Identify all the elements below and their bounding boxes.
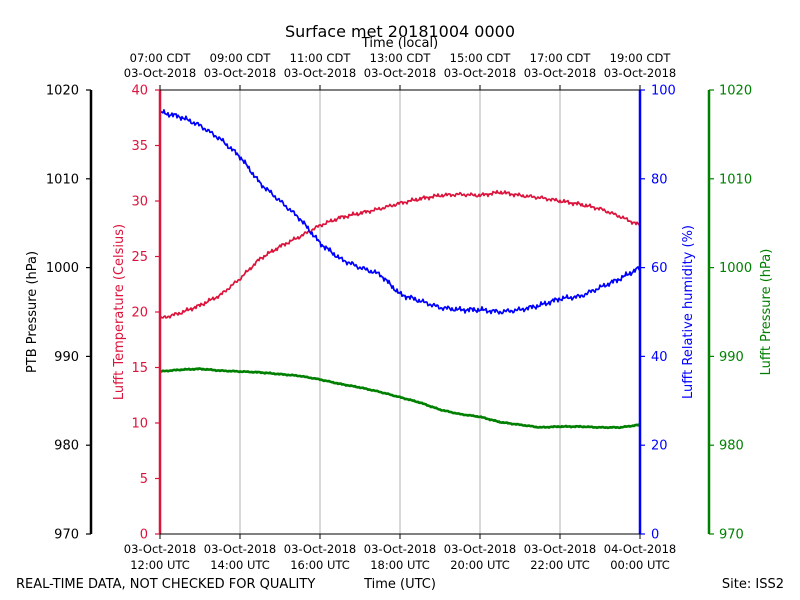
top-x-tick-time: 13:00 CDT [370, 51, 432, 65]
top-x-tick-date: 03-Oct-2018 [524, 66, 596, 80]
gridlines [239, 90, 561, 534]
ptb-tick-label: 1000 [46, 261, 79, 276]
top-x-tick-time: 19:00 CDT [610, 51, 672, 65]
x-tick-time: 18:00 UTC [370, 558, 430, 572]
ptb-tick-label: 970 [54, 528, 79, 543]
temp-tick-label: 35 [131, 139, 148, 154]
top-x-tick-date: 03-Oct-2018 [444, 66, 516, 80]
top-x-tick-date: 03-Oct-2018 [124, 66, 196, 80]
lufft_p-tick-label: 980 [719, 439, 744, 454]
x-tick-date: 03-Oct-2018 [444, 542, 516, 556]
rh-tick-label: 100 [651, 84, 676, 99]
x-tick-date: 03-Oct-2018 [284, 542, 356, 556]
top-x-tick-time: 15:00 CDT [450, 51, 512, 65]
temp-tick-label: 0 [140, 528, 148, 543]
ptb-tick-label: 1010 [46, 172, 79, 187]
ptb-axis-title: PTB Pressure (hPa) [25, 251, 40, 373]
rh-tick-label: 60 [651, 261, 668, 276]
top-x-tick-date: 03-Oct-2018 [364, 66, 436, 80]
temp-tick-label: 40 [131, 84, 148, 99]
lufft_p-tick-label: 990 [719, 350, 744, 365]
lufft_p-tick-label: 970 [719, 528, 744, 543]
series-line-rh [159, 109, 641, 315]
rh-tick-label: 40 [651, 350, 668, 365]
x-axis-label: Time (UTC) [363, 577, 436, 592]
x-tick-time: 20:00 UTC [450, 558, 510, 572]
x-tick-date: 03-Oct-2018 [364, 542, 436, 556]
x-tick-time: 00:00 UTC [610, 558, 670, 572]
chart-title: Surface met 20181004 0000 [285, 22, 515, 41]
lufft_p-tick-label: 1020 [719, 84, 752, 99]
x-tick-time: 14:00 UTC [210, 558, 270, 572]
x-tick-date: 03-Oct-2018 [204, 542, 276, 556]
top-x-tick-date: 03-Oct-2018 [284, 66, 356, 80]
x-tick-date: 03-Oct-2018 [524, 542, 596, 556]
temp-tick-label: 20 [131, 306, 148, 321]
top-x-tick-time: 17:00 CDT [530, 51, 592, 65]
axes: 970 980 990 1000 1010 1020 0 5 10 15 20 25 30 35 40 0 20… [25, 51, 774, 572]
rh-tick-label: 0 [651, 528, 659, 543]
rh-tick-label: 80 [651, 172, 668, 187]
rh-axis-title: Lufft Relative humidity (%) [681, 225, 696, 399]
temp-axis-title: Lufft Temperature (Celsius) [112, 224, 127, 400]
temp-tick-label: 30 [131, 195, 148, 210]
quality-disclaimer: REAL-TIME DATA, NOT CHECKED FOR QUALITY [16, 577, 315, 592]
lufft_p-axis-title: Lufft Pressure (hPa) [759, 249, 774, 376]
top-x-tick-time: 07:00 CDT [130, 51, 192, 65]
lufft_p-tick-label: 1000 [719, 261, 752, 276]
top-x-tick-date: 03-Oct-2018 [204, 66, 276, 80]
data-series [159, 109, 641, 430]
top-x-tick-time: 11:00 CDT [290, 51, 352, 65]
top-axis-label: Time (local) [361, 36, 438, 51]
temp-tick-label: 10 [131, 417, 148, 432]
site-label: Site: ISS2 [722, 577, 784, 592]
ptb-tick-label: 1020 [46, 84, 79, 99]
rh-tick-label: 20 [651, 439, 668, 454]
x-tick-time: 22:00 UTC [530, 558, 590, 572]
series-line-lufft_p [159, 367, 641, 430]
ptb-tick-label: 990 [54, 350, 79, 365]
lufft_p-tick-label: 1010 [719, 172, 752, 187]
ptb-tick-label: 980 [54, 439, 79, 454]
temp-tick-label: 25 [131, 250, 148, 265]
x-tick-time: 16:00 UTC [290, 558, 350, 572]
top-x-tick-time: 09:00 CDT [210, 51, 272, 65]
temp-tick-label: 15 [131, 361, 148, 376]
x-tick-date: 03-Oct-2018 [124, 542, 196, 556]
series-line-temp [159, 189, 641, 320]
x-tick-date: 04-Oct-2018 [604, 542, 676, 556]
x-tick-time: 12:00 UTC [130, 558, 190, 572]
top-x-tick-date: 03-Oct-2018 [604, 66, 676, 80]
temp-tick-label: 5 [140, 472, 148, 487]
